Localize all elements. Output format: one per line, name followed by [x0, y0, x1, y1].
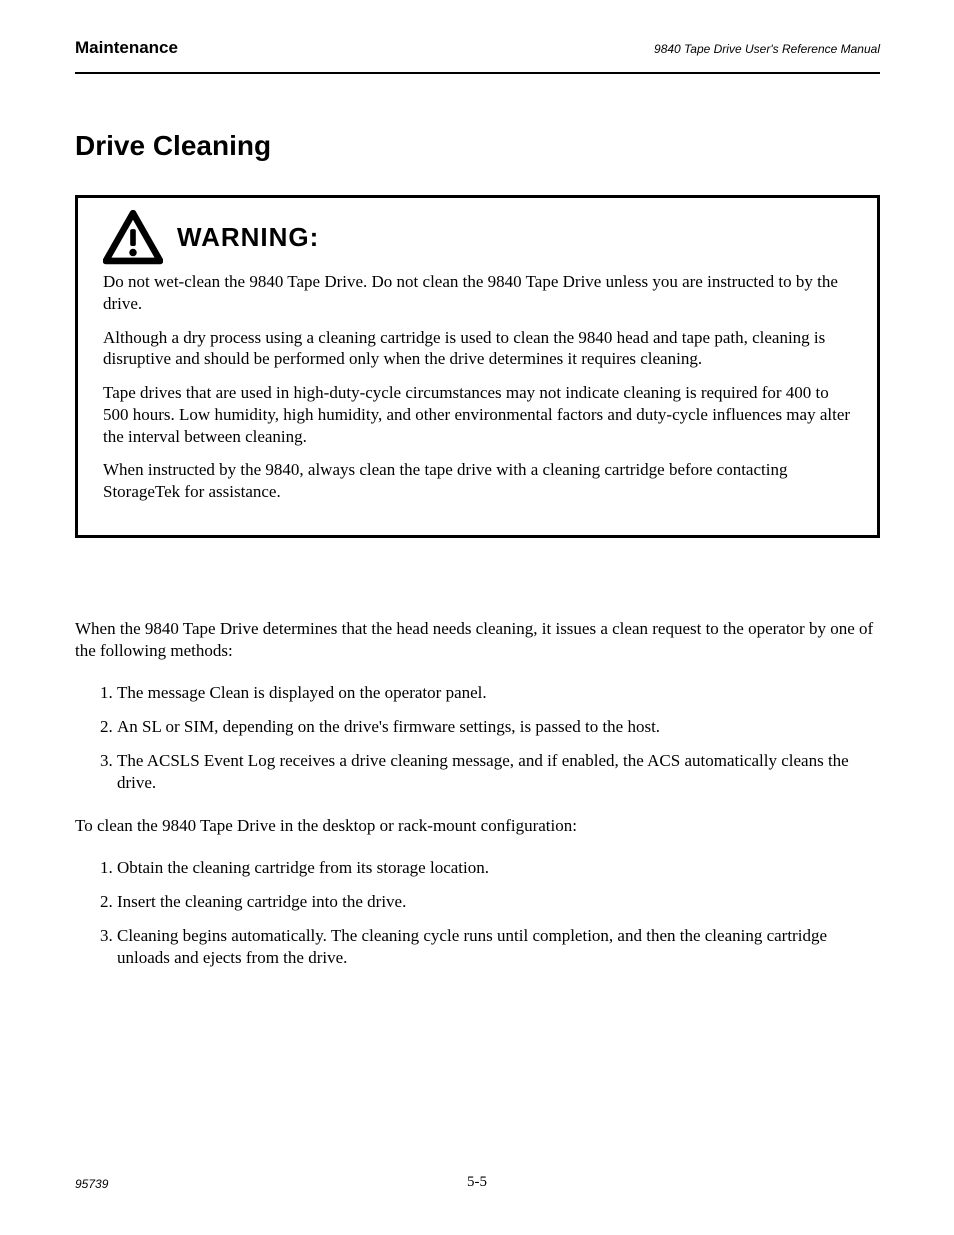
warning-label: WARNING: [177, 222, 319, 253]
header-rule [75, 72, 880, 74]
warning-paragraph: Tape drives that are used in high-duty-c… [103, 382, 852, 447]
body-text: When the 9840 Tape Drive determines that… [75, 618, 880, 989]
intro-list: The message Clean is displayed on the op… [75, 682, 880, 794]
intro-list-item: The ACSLS Event Log receives a drive cle… [117, 750, 880, 794]
steps-list: Obtain the cleaning cartridge from its s… [75, 857, 880, 969]
steps-lead: To clean the 9840 Tape Drive in the desk… [75, 815, 880, 837]
intro-list-item: The message Clean is displayed on the op… [117, 682, 880, 704]
footer-page-number: 5-5 [0, 1174, 954, 1191]
step-item: Insert the cleaning cartridge into the d… [117, 891, 880, 913]
warning-header: WARNING: [103, 210, 852, 265]
header-manual-title: 9840 Tape Drive User's Reference Manual [654, 42, 880, 56]
section-title: Drive Cleaning [75, 130, 271, 162]
page-root: Maintenance 9840 Tape Drive User's Refer… [0, 0, 954, 1235]
warning-paragraph: When instructed by the 9840, always clea… [103, 459, 852, 503]
header-section-name: Maintenance [75, 38, 178, 58]
intro-paragraph: When the 9840 Tape Drive determines that… [75, 618, 880, 662]
step-item: Obtain the cleaning cartridge from its s… [117, 857, 880, 879]
warning-body: Do not wet-clean the 9840 Tape Drive. Do… [103, 271, 852, 503]
warning-paragraph: Although a dry process using a cleaning … [103, 327, 852, 371]
warning-triangle-icon [103, 210, 163, 265]
warning-box: WARNING: Do not wet-clean the 9840 Tape … [75, 195, 880, 538]
intro-list-item: An SL or SIM, depending on the drive's f… [117, 716, 880, 738]
warning-paragraph: Do not wet-clean the 9840 Tape Drive. Do… [103, 271, 852, 315]
page-header: Maintenance 9840 Tape Drive User's Refer… [75, 38, 880, 58]
step-item: Cleaning begins automatically. The clean… [117, 925, 880, 969]
